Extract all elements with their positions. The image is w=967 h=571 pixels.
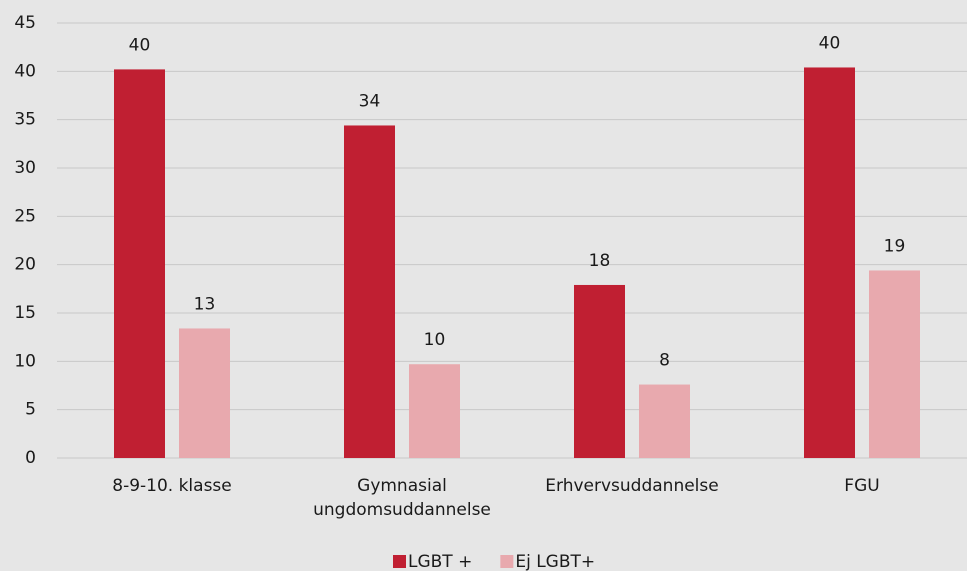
x-tick-label: Erhvervsuddannelse — [545, 476, 719, 496]
data-label: 34 — [359, 91, 381, 111]
bar — [639, 384, 690, 458]
bar — [869, 270, 920, 458]
data-label: 13 — [194, 294, 216, 314]
bar — [409, 364, 460, 458]
bar — [114, 69, 165, 459]
legend-label: Ej LGBT+ — [515, 552, 595, 571]
y-tick-label: 40 — [14, 61, 36, 81]
data-label: 8 — [659, 351, 670, 371]
bar — [179, 328, 230, 458]
y-tick-label: 5 — [25, 400, 36, 420]
y-tick-label: 30 — [14, 158, 36, 178]
y-tick-label: 0 — [25, 448, 36, 468]
data-label: 18 — [589, 251, 611, 271]
x-tick-label: Gymnasial ungdomsuddannelse — [313, 476, 491, 520]
bar — [344, 125, 395, 458]
data-label: 40 — [819, 33, 841, 53]
data-label: 19 — [884, 236, 906, 256]
y-tick-label: 35 — [14, 110, 36, 130]
data-label: 10 — [424, 330, 446, 350]
y-tick-label: 45 — [14, 13, 36, 33]
bar — [574, 284, 625, 458]
legend-label: LGBT + — [408, 552, 472, 571]
x-tick-label: FGU — [844, 476, 880, 496]
y-tick-label: 20 — [14, 255, 36, 275]
bar — [804, 67, 855, 458]
y-tick-label: 15 — [14, 303, 36, 323]
x-tick-label: 8-9-10. klasse — [112, 476, 232, 496]
y-tick-label: 10 — [14, 351, 36, 371]
data-label: 40 — [129, 35, 151, 55]
legend-swatch — [500, 555, 514, 568]
y-tick-label: 25 — [14, 206, 36, 226]
legend-swatch — [393, 555, 406, 568]
